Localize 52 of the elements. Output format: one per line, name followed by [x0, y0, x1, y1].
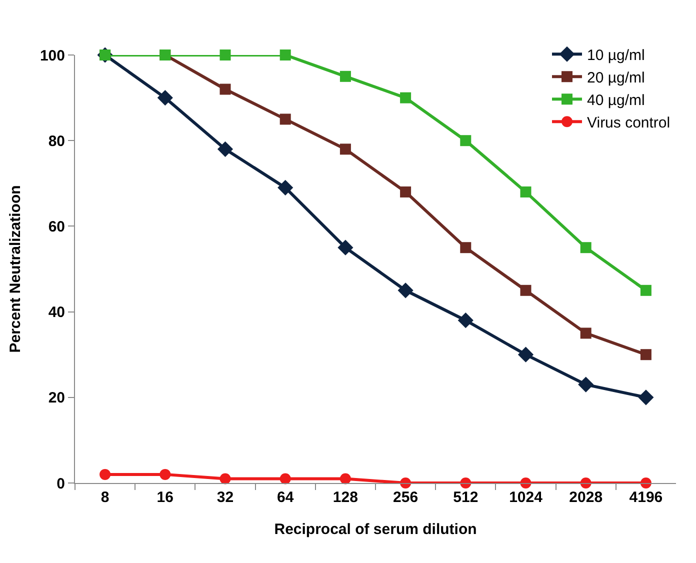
legend-label: 40 µg/ml: [587, 92, 645, 109]
y-tick-label: 20: [48, 390, 65, 407]
y-tick-label: 40: [48, 304, 65, 322]
point: [280, 50, 291, 60]
point: [460, 135, 472, 146]
y-tick-label: 60: [48, 218, 65, 236]
point: [100, 468, 111, 480]
x-tick-label: 8: [100, 489, 110, 506]
x-tick-label: 512: [453, 489, 478, 506]
point: [578, 376, 594, 392]
y-tick-label: 100: [40, 47, 65, 64]
y-tick-label: 80: [48, 132, 65, 150]
x-tick-label: 2028: [569, 489, 603, 506]
x-tick-label: 64: [277, 489, 294, 506]
point: [217, 141, 234, 157]
point: [520, 186, 532, 198]
point: [518, 346, 534, 362]
point: [220, 84, 231, 95]
point: [280, 473, 291, 484]
legend-label: Virus control: [587, 114, 670, 132]
x-tick-label: 16: [156, 489, 174, 506]
point: [458, 312, 474, 328]
point: [460, 242, 472, 254]
point: [340, 70, 351, 82]
point: [400, 186, 412, 198]
point: [638, 390, 654, 406]
point: [278, 180, 294, 196]
point: [580, 242, 592, 254]
point: [280, 114, 291, 125]
x-tick-label: 4196: [629, 489, 663, 506]
legend-label: 10 µg/ml: [587, 46, 645, 64]
x-tick-label: 128: [332, 489, 358, 506]
point: [220, 473, 231, 484]
point: [338, 240, 354, 256]
point: [520, 284, 532, 296]
legend-label: 20 µg/ml: [587, 69, 645, 86]
point: [340, 473, 351, 484]
point: [398, 282, 414, 298]
x-axis-title: Reciprocal of serum dilution: [274, 521, 477, 538]
point: [157, 90, 173, 106]
x-tick-label: 256: [393, 489, 418, 506]
x-tick-label: 1024: [509, 489, 544, 506]
point: [160, 468, 171, 480]
point: [400, 92, 412, 104]
y-axis-title: Percent Neutralizatioon: [7, 185, 24, 353]
x-tick-label: 32: [216, 489, 234, 506]
point: [580, 328, 592, 339]
point: [340, 144, 351, 155]
point: [640, 349, 652, 360]
point: [640, 284, 652, 296]
point: [220, 50, 231, 60]
y-tick-label: 0: [56, 475, 65, 492]
